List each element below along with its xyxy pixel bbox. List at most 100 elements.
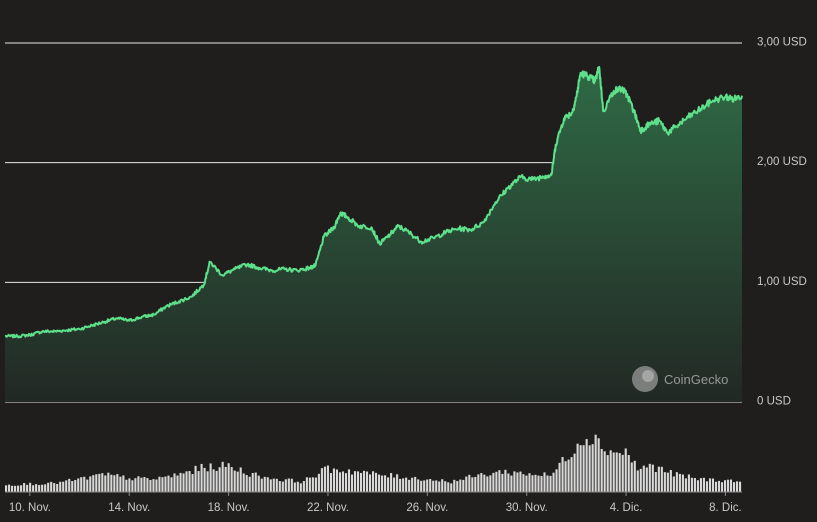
volume-bar bbox=[534, 474, 537, 492]
volume-bar bbox=[585, 439, 588, 492]
volume-bar bbox=[423, 480, 426, 492]
volume-bar bbox=[567, 459, 570, 492]
volume-bar bbox=[711, 478, 715, 492]
volume-bar bbox=[182, 473, 185, 492]
volume-bar bbox=[359, 472, 363, 492]
volume-bar bbox=[666, 472, 669, 492]
volume-bar bbox=[134, 478, 137, 492]
volume-bar bbox=[399, 478, 402, 492]
volume-bar bbox=[146, 478, 149, 492]
volume-bar bbox=[636, 470, 639, 492]
volume-bar bbox=[221, 461, 224, 492]
volume-bar bbox=[128, 478, 131, 492]
y-tick-label-1: 2,00 USD bbox=[757, 156, 807, 168]
volume-bar bbox=[47, 482, 50, 492]
volume-bar bbox=[14, 485, 17, 492]
volume-bar bbox=[678, 473, 681, 492]
volume-bar bbox=[492, 472, 495, 492]
volume-bar bbox=[293, 482, 296, 492]
volume-bar bbox=[588, 445, 591, 492]
volume-bar bbox=[59, 481, 62, 492]
volume-bar bbox=[227, 463, 230, 492]
volume-bar bbox=[504, 469, 507, 492]
volume-bar bbox=[558, 462, 561, 492]
volume-bar bbox=[507, 473, 510, 492]
volume-bar bbox=[480, 473, 483, 492]
volume-bar bbox=[555, 469, 558, 492]
volume-bar bbox=[287, 478, 290, 492]
volume-bar bbox=[714, 481, 718, 492]
volume-bar bbox=[197, 471, 200, 492]
volume-bar bbox=[693, 478, 696, 492]
volume-bar bbox=[651, 464, 654, 492]
volume-bar bbox=[624, 448, 627, 492]
volume-bar bbox=[140, 477, 143, 492]
volume-bar bbox=[353, 471, 357, 492]
volume-bar bbox=[332, 468, 335, 492]
volume-bar bbox=[362, 470, 366, 492]
volume-bar bbox=[459, 479, 462, 492]
volume-bar bbox=[113, 475, 116, 492]
volume-bar bbox=[513, 471, 516, 492]
volume-bar bbox=[729, 479, 733, 492]
volume-bar bbox=[194, 465, 197, 492]
volume-bar bbox=[519, 471, 522, 492]
volume-bar bbox=[393, 477, 396, 492]
volume-bar bbox=[561, 457, 564, 492]
volume-bar bbox=[62, 481, 65, 492]
volume-bar bbox=[308, 477, 311, 492]
volume-bar bbox=[669, 470, 672, 492]
y-tick-label-0: 3,00 USD bbox=[757, 37, 807, 49]
volume-bar bbox=[149, 479, 152, 492]
volume-bar bbox=[726, 479, 730, 492]
volume-bar bbox=[86, 479, 89, 492]
volume-bar bbox=[570, 457, 573, 492]
volume-bar bbox=[77, 478, 80, 492]
volume-bar bbox=[696, 480, 699, 492]
volume-bar bbox=[20, 485, 23, 492]
volume-bar bbox=[236, 471, 239, 492]
volume-bar bbox=[95, 474, 98, 492]
y-tick-label-2: 1,00 USD bbox=[757, 276, 807, 288]
volume-bar bbox=[477, 474, 480, 492]
volume-bars bbox=[5, 434, 742, 492]
volume-bar bbox=[191, 474, 194, 492]
volume-bar bbox=[269, 479, 272, 492]
volume-bar bbox=[41, 484, 44, 492]
volume-bar bbox=[29, 482, 32, 492]
volume-bar bbox=[305, 477, 308, 492]
volume-bar bbox=[549, 475, 552, 492]
volume-bar bbox=[326, 465, 329, 492]
volume-bar bbox=[125, 479, 128, 492]
volume-bar bbox=[302, 481, 305, 492]
volume-bar bbox=[89, 476, 92, 492]
volume-bar bbox=[414, 476, 417, 492]
volume-bar bbox=[200, 463, 203, 492]
volume-bar bbox=[735, 481, 739, 492]
volume-bar bbox=[633, 460, 636, 492]
volume-bar bbox=[465, 476, 468, 492]
volume-bar bbox=[107, 472, 110, 492]
volume-bar bbox=[609, 450, 612, 492]
x-tick-label-7: 8. Dic. bbox=[709, 502, 742, 514]
volume-bar bbox=[603, 451, 606, 492]
volume-bar bbox=[597, 438, 600, 492]
volume-bar bbox=[438, 481, 441, 492]
volume-bar bbox=[432, 480, 435, 492]
volume-bar bbox=[387, 477, 390, 492]
volume-bar bbox=[71, 481, 74, 492]
volume-bar bbox=[17, 485, 20, 492]
volume-bar bbox=[372, 471, 375, 492]
volume-bar bbox=[489, 475, 492, 492]
volume-bar bbox=[531, 475, 534, 492]
volume-bar bbox=[317, 473, 320, 492]
y-tick-label-3: 0 USD bbox=[757, 396, 791, 408]
volume-bar bbox=[525, 475, 528, 492]
volume-bar bbox=[621, 454, 624, 492]
volume-bar bbox=[290, 478, 293, 492]
volume-bar bbox=[630, 462, 633, 492]
volume-bar bbox=[26, 484, 29, 492]
volume-bar bbox=[239, 467, 242, 492]
volume-bar bbox=[320, 468, 323, 492]
